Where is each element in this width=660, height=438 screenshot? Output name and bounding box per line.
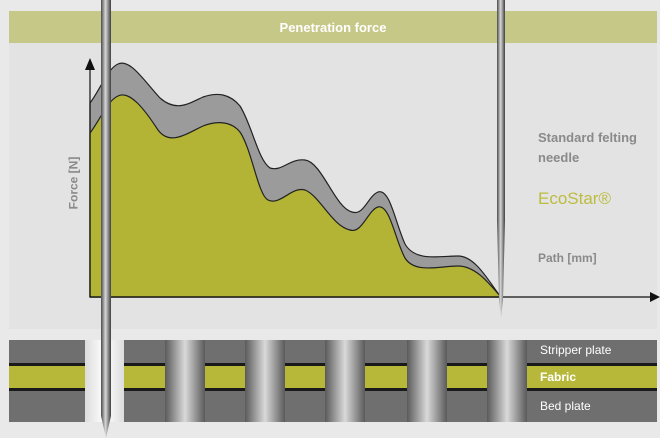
plate-hole [487, 340, 527, 422]
ecostar-curve [89, 94, 501, 298]
felting-needle-right [497, 0, 505, 318]
plate-hole [407, 340, 447, 422]
plate-hole [165, 340, 205, 422]
plate-hole [325, 340, 365, 422]
y-axis-label: Force [N] [66, 156, 81, 210]
plate-hole [245, 340, 285, 422]
header-bar: Penetration force [9, 11, 657, 43]
legend-standard-needle: Standard felting needle [538, 130, 637, 165]
fabric-label: Fabric [540, 370, 577, 384]
stripper-plate-label: Stripper plate [540, 343, 612, 357]
header-title: Penetration force [279, 19, 387, 35]
legend-ecostar: EcoStar® [538, 189, 611, 208]
y-axis-arrow [85, 58, 95, 70]
felting-needle-left [101, 0, 111, 438]
bed-plate-label: Bed plate [540, 399, 591, 413]
x-axis-arrow [650, 292, 660, 302]
x-axis-label: Path [mm] [538, 251, 597, 265]
